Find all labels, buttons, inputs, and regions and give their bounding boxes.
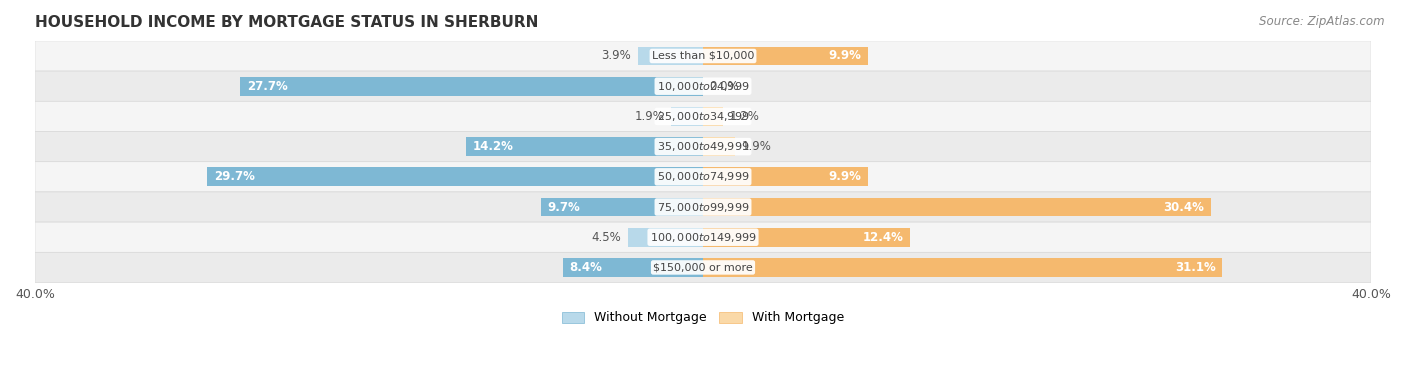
Bar — [703, 258, 1222, 277]
FancyBboxPatch shape — [35, 222, 1371, 253]
Bar — [207, 167, 703, 186]
Text: $150,000 or more: $150,000 or more — [654, 262, 752, 273]
Text: Source: ZipAtlas.com: Source: ZipAtlas.com — [1260, 15, 1385, 28]
Text: 1.2%: 1.2% — [730, 110, 759, 123]
Bar — [638, 46, 703, 65]
FancyBboxPatch shape — [35, 101, 1371, 132]
Text: $100,000 to $149,999: $100,000 to $149,999 — [650, 231, 756, 244]
FancyBboxPatch shape — [35, 253, 1371, 282]
FancyBboxPatch shape — [35, 132, 1371, 162]
Bar — [703, 228, 910, 246]
Text: HOUSEHOLD INCOME BY MORTGAGE STATUS IN SHERBURN: HOUSEHOLD INCOME BY MORTGAGE STATUS IN S… — [35, 15, 538, 30]
Text: 31.1%: 31.1% — [1175, 261, 1216, 274]
Text: 30.4%: 30.4% — [1163, 200, 1204, 214]
Bar — [703, 167, 869, 186]
FancyBboxPatch shape — [35, 192, 1371, 222]
Bar — [465, 137, 703, 156]
Text: 14.2%: 14.2% — [472, 140, 513, 153]
Text: 8.4%: 8.4% — [569, 261, 602, 274]
Text: 9.9%: 9.9% — [828, 170, 862, 183]
Text: $35,000 to $49,999: $35,000 to $49,999 — [657, 140, 749, 153]
Text: 9.7%: 9.7% — [548, 200, 581, 214]
Bar — [703, 46, 869, 65]
Text: 9.9%: 9.9% — [828, 50, 862, 62]
Text: 4.5%: 4.5% — [592, 231, 621, 244]
FancyBboxPatch shape — [35, 41, 1371, 71]
Bar — [703, 137, 735, 156]
Text: 1.9%: 1.9% — [634, 110, 665, 123]
Legend: Without Mortgage, With Mortgage: Without Mortgage, With Mortgage — [557, 307, 849, 330]
Text: 3.9%: 3.9% — [602, 50, 631, 62]
Bar — [703, 198, 1211, 216]
Text: 27.7%: 27.7% — [247, 80, 288, 93]
Text: 29.7%: 29.7% — [214, 170, 254, 183]
Text: $25,000 to $34,999: $25,000 to $34,999 — [657, 110, 749, 123]
Bar — [628, 228, 703, 246]
Text: $75,000 to $99,999: $75,000 to $99,999 — [657, 200, 749, 214]
Text: Less than $10,000: Less than $10,000 — [652, 51, 754, 61]
Bar — [541, 198, 703, 216]
Text: 1.9%: 1.9% — [741, 140, 772, 153]
Bar — [240, 77, 703, 96]
Text: 12.4%: 12.4% — [862, 231, 904, 244]
Bar — [671, 107, 703, 126]
Bar — [562, 258, 703, 277]
Bar — [703, 107, 723, 126]
FancyBboxPatch shape — [35, 71, 1371, 101]
Text: $10,000 to $24,999: $10,000 to $24,999 — [657, 80, 749, 93]
Text: 0.0%: 0.0% — [710, 80, 740, 93]
FancyBboxPatch shape — [35, 162, 1371, 192]
Text: $50,000 to $74,999: $50,000 to $74,999 — [657, 170, 749, 183]
